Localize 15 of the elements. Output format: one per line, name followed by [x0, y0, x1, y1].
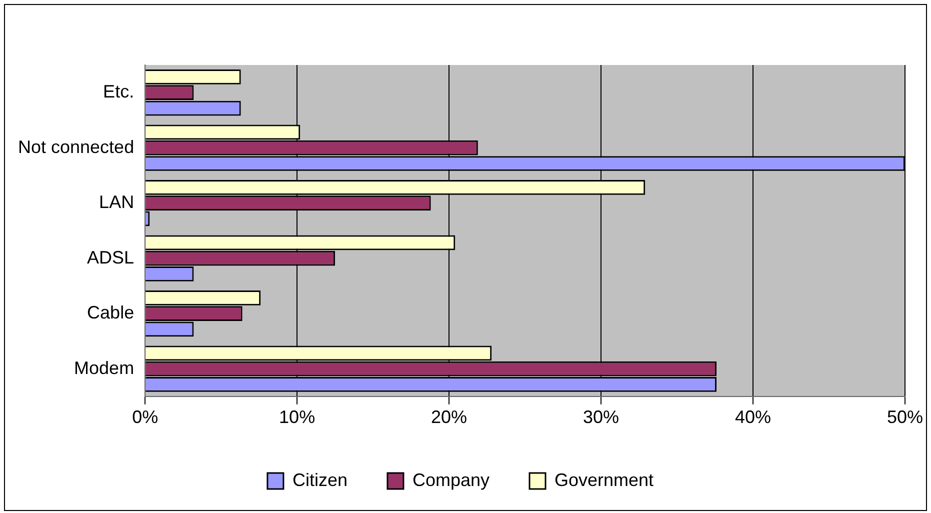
y-tick-label: LAN — [99, 192, 134, 212]
x-tick-label: 50% — [886, 407, 923, 428]
x-tick-label: 40% — [734, 407, 772, 428]
legend-label: Citizen — [292, 470, 348, 490]
y-tick-label: Modem — [74, 358, 134, 378]
y-tick-label: ADSL — [87, 247, 134, 268]
y-tick-label: Not connected — [18, 136, 134, 157]
x-tick-label: 10% — [279, 407, 316, 428]
x-tick-label: 20% — [431, 407, 468, 428]
x-tick-label: 30% — [583, 407, 620, 428]
legend-label: Government — [554, 470, 654, 490]
y-tick-label: Etc. — [103, 82, 134, 102]
legend-label: Company — [412, 470, 490, 490]
x-tick-label: 0% — [132, 407, 158, 428]
y-tick-label: Cable — [87, 302, 134, 323]
